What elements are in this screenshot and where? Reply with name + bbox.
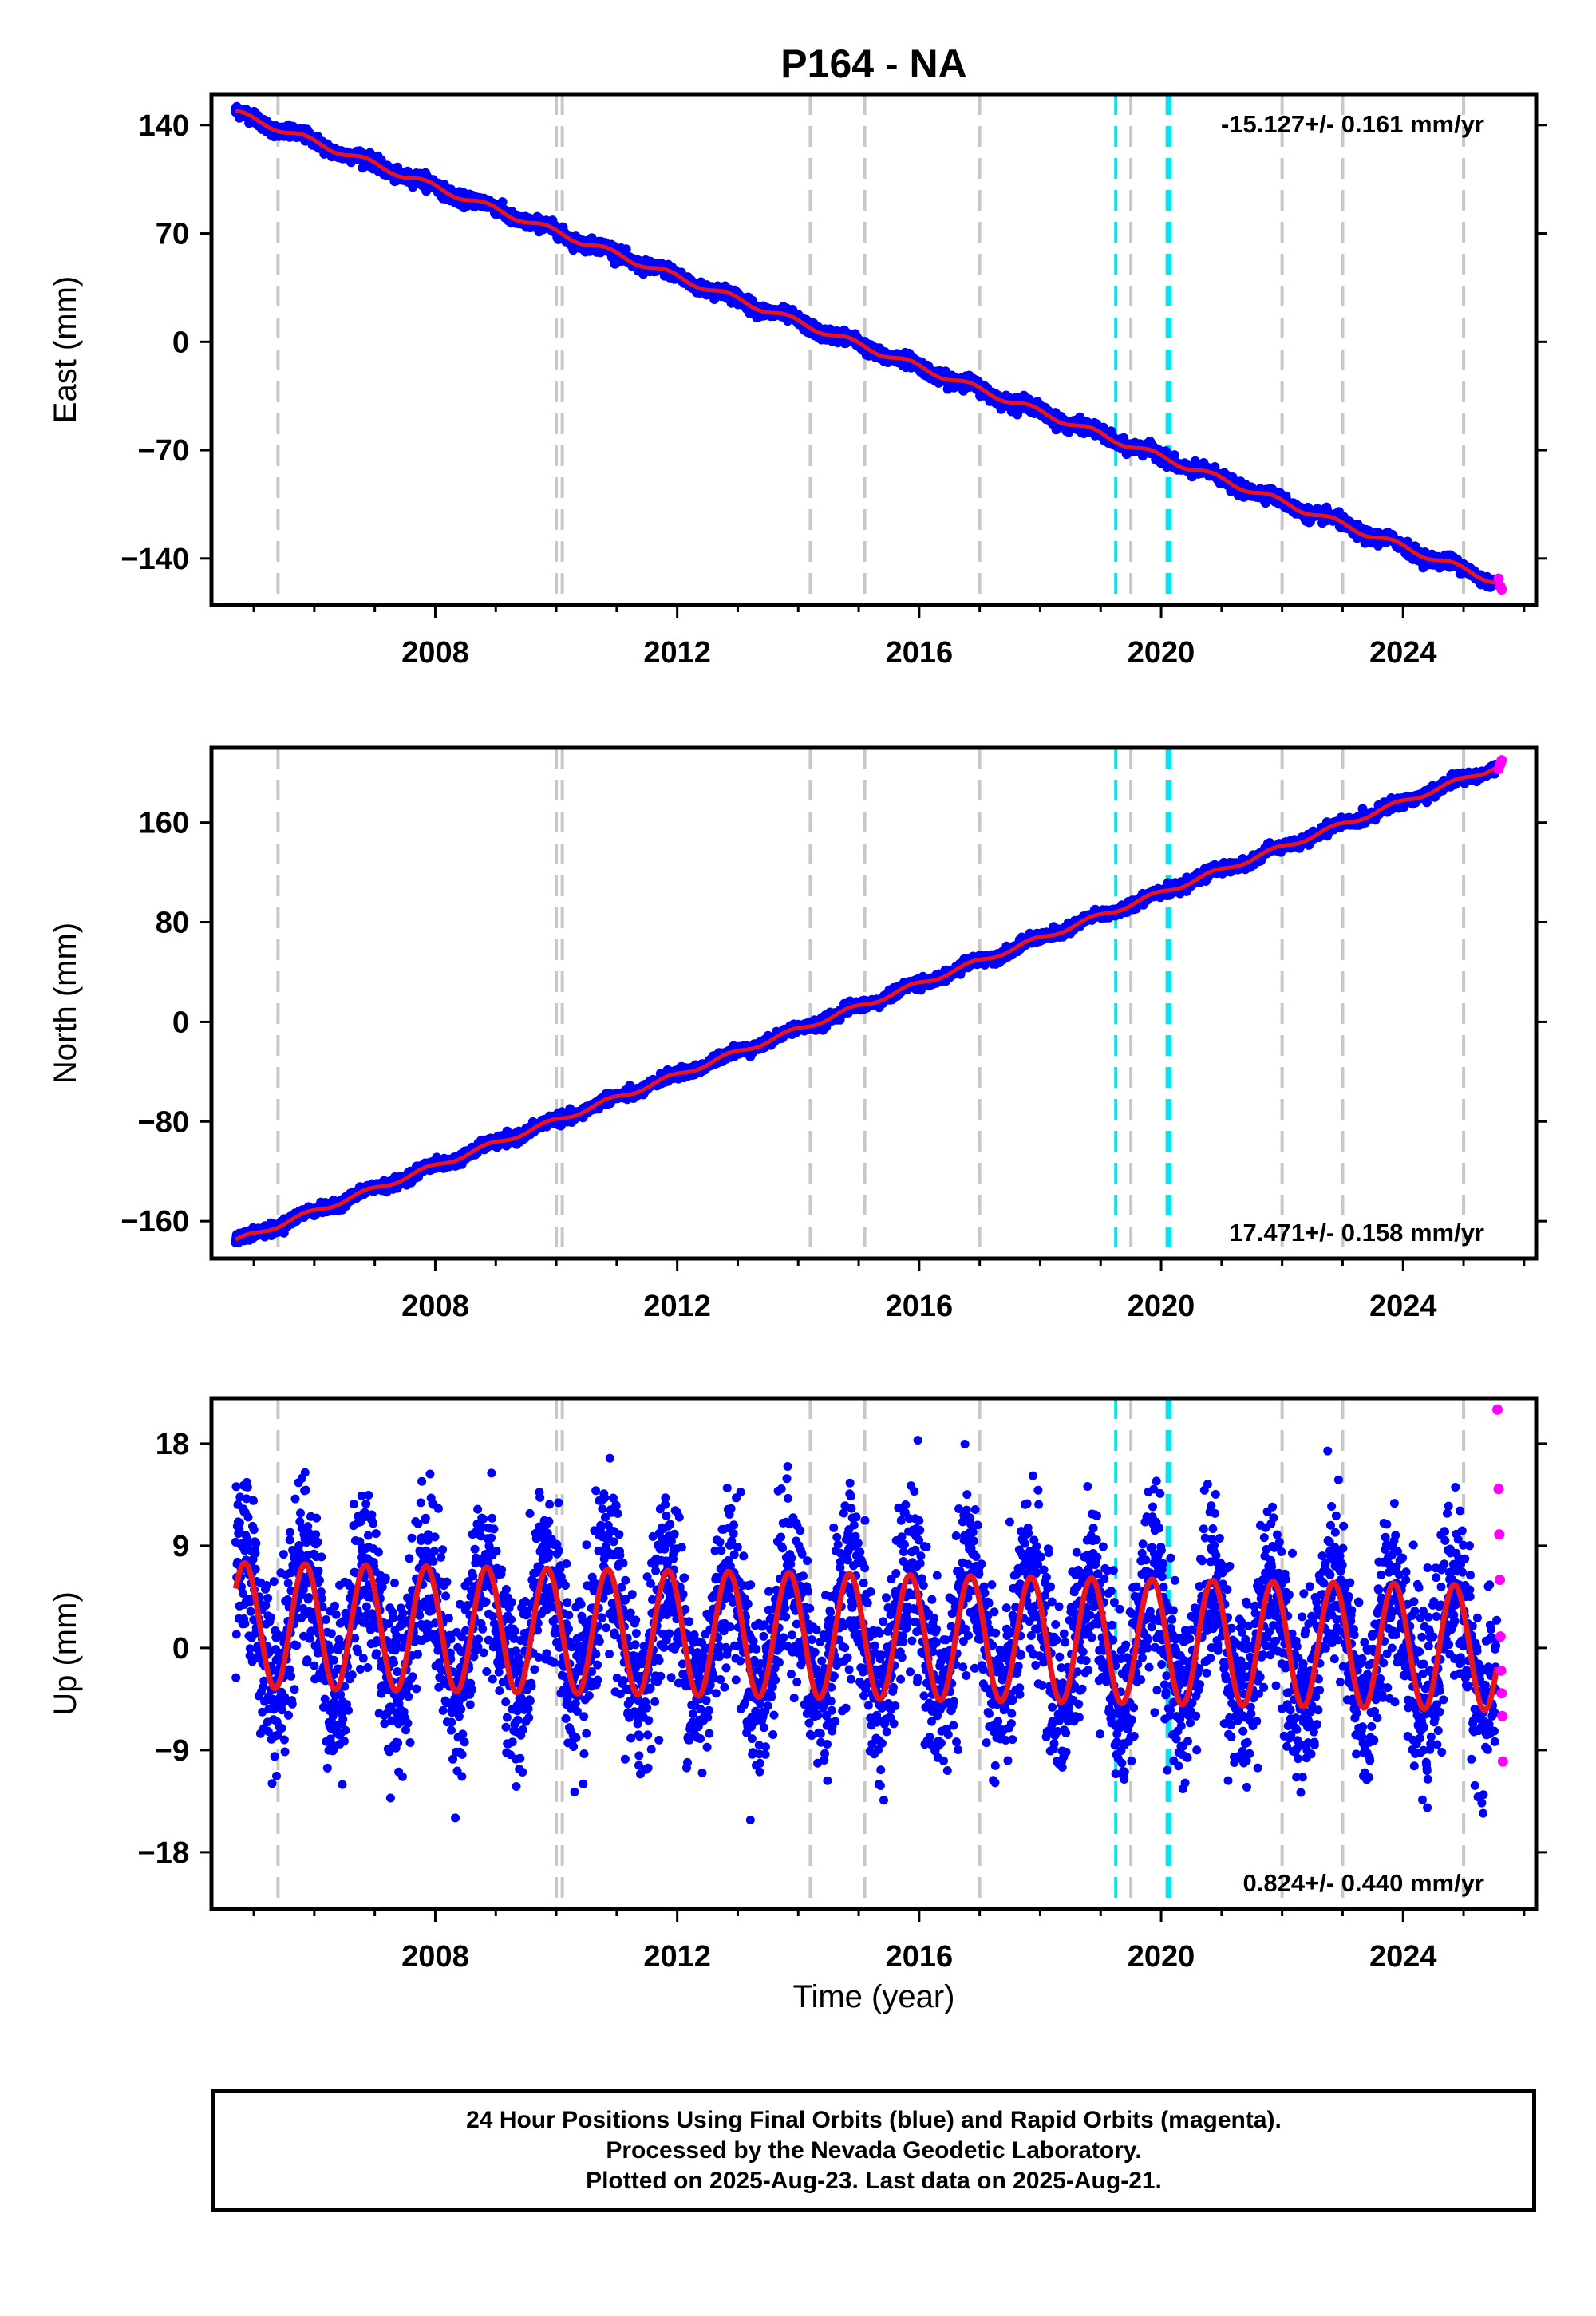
x-tick-label: 2008 [401,636,469,670]
east-panel: 2008 2012 2016 2020 2024 140 70 0 −70 −140 East (m… [48,92,1547,670]
chart-title: P164 - NA [780,41,966,86]
x-tick-label: 2016 [886,636,954,670]
y-tick-label: 70 [156,218,189,251]
x-tick-label: 2024 [1369,636,1437,670]
x-tick-label: 2020 [1128,636,1195,670]
final-orbit-point [497,197,508,207]
y-tick-label: −70 [138,434,189,468]
y-tick-label: 140 [139,109,189,143]
y-tick-label: −140 [120,543,189,576]
gps-timeseries-figure: P164 - NA 2008 2012 2016 2020 2024 140 70 0 −70 −… [48,41,1547,2014]
y-tick-label: 0 [172,326,189,359]
y-axis-label: East (mm) [48,276,83,423]
rapid-orbit-point [1496,584,1507,595]
plot-area [231,94,1502,605]
plot-area [231,748,1502,1259]
final-orbit-point [621,244,631,255]
velocity-label: -15.127+/- 0.161 mm/yr [1221,110,1484,138]
x-tick-label: 2012 [643,636,711,670]
